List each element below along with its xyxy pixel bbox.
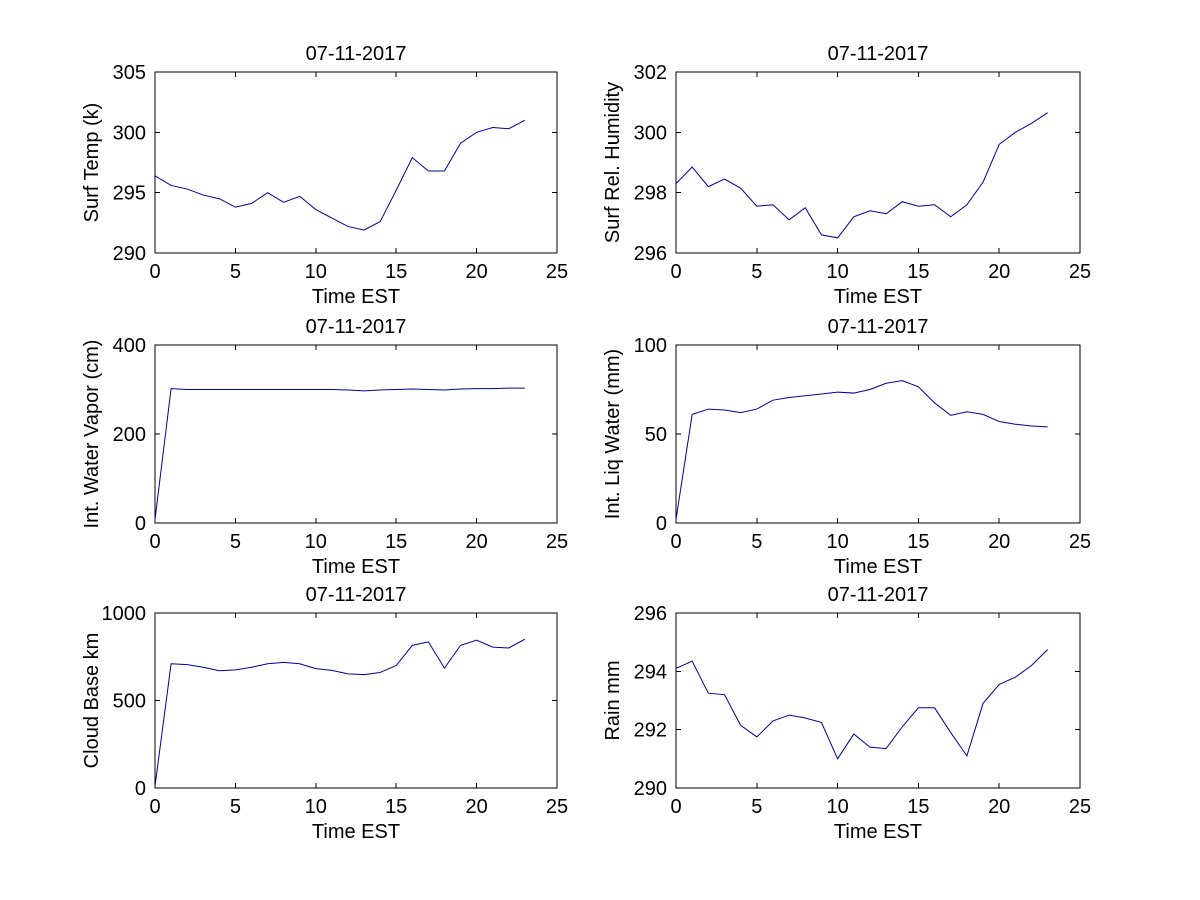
y-tick-label: 300 [634, 122, 667, 144]
subplot-2-axes-box [675, 71, 1081, 254]
subplot-5-ylabel: Cloud Base km [81, 633, 103, 769]
x-tick-label: 25 [546, 796, 568, 818]
x-tick-label: 15 [907, 796, 929, 818]
x-tick-label: 15 [907, 531, 929, 553]
x-tick-label: 25 [1069, 261, 1091, 283]
x-tick-label: 0 [149, 261, 160, 283]
subplot-4-data-line [675, 380, 1048, 520]
x-tick-label: 15 [385, 796, 407, 818]
y-tick-label: 290 [113, 243, 146, 265]
subplot-6-axes-box [675, 612, 1081, 789]
subplot-4-title: 07-11-2017 [828, 316, 929, 338]
subplot-1-axes-box [154, 71, 558, 254]
y-tick-label: 0 [135, 513, 146, 535]
x-tick-label: 5 [751, 261, 762, 283]
y-tick-label: 290 [634, 778, 667, 800]
subplot-2-xlabel: Time EST [834, 286, 922, 308]
y-tick-label: 296 [634, 243, 667, 265]
y-tick-label: 292 [634, 720, 667, 742]
subplot-4-xlabel: Time EST [834, 556, 922, 578]
subplot-3-xlabel: Time EST [312, 556, 400, 578]
subplot-4-ylabel: Int. Liq Water (mm) [602, 349, 624, 519]
y-tick-label: 302 [634, 62, 667, 84]
subplot-5-title: 07-11-2017 [306, 584, 407, 606]
y-tick-label: 0 [135, 778, 146, 800]
y-tick-label: 305 [113, 62, 146, 84]
x-tick-label: 10 [305, 796, 327, 818]
subplot-1-data-line [154, 119, 526, 231]
x-tick-label: 5 [751, 531, 762, 553]
x-tick-label: 5 [230, 261, 241, 283]
y-tick-label: 200 [113, 424, 146, 446]
x-tick-label: 10 [305, 531, 327, 553]
subplot-1-ylabel: Surf Temp (k) [81, 103, 103, 223]
subplot-2-title: 07-11-2017 [828, 43, 929, 65]
x-tick-label: 25 [1069, 531, 1091, 553]
subplot-2-ylabel: Surf Rel. Humidity [602, 82, 624, 243]
x-tick-label: 0 [149, 796, 160, 818]
y-tick-label: 100 [634, 335, 667, 357]
subplot-4-axes-box [675, 344, 1081, 524]
y-tick-label: 1000 [102, 603, 147, 625]
x-tick-label: 5 [230, 796, 241, 818]
subplot-6-xlabel: Time EST [834, 821, 922, 843]
y-tick-label: 294 [634, 661, 667, 683]
y-tick-label: 296 [634, 603, 667, 625]
x-tick-label: 10 [826, 531, 848, 553]
x-tick-label: 15 [385, 261, 407, 283]
x-tick-label: 0 [670, 531, 681, 553]
y-tick-label: 400 [113, 335, 146, 357]
y-tick-label: 0 [656, 513, 667, 535]
x-tick-label: 20 [465, 796, 487, 818]
x-tick-label: 25 [1069, 796, 1091, 818]
x-tick-label: 10 [826, 796, 848, 818]
subplot-5-xlabel: Time EST [312, 821, 400, 843]
x-tick-label: 10 [826, 261, 848, 283]
x-tick-label: 20 [988, 531, 1010, 553]
x-tick-label: 25 [546, 531, 568, 553]
subplot-1-title: 07-11-2017 [306, 43, 407, 65]
x-tick-label: 25 [546, 261, 568, 283]
x-tick-label: 15 [385, 531, 407, 553]
x-tick-label: 20 [465, 261, 487, 283]
y-tick-label: 298 [634, 183, 667, 205]
subplot-3-axes-box [154, 344, 558, 524]
y-tick-label: 50 [645, 424, 667, 446]
subplot-1-xlabel: Time EST [312, 286, 400, 308]
x-tick-label: 0 [670, 796, 681, 818]
x-tick-label: 10 [305, 261, 327, 283]
x-tick-label: 5 [751, 796, 762, 818]
y-tick-label: 500 [113, 691, 146, 713]
x-tick-label: 5 [230, 531, 241, 553]
subplot-5-data-line [154, 638, 526, 787]
subplot-3-data-line [154, 387, 525, 520]
x-tick-label: 15 [907, 261, 929, 283]
subplot-3-title: 07-11-2017 [306, 316, 407, 338]
subplot-6-ylabel: Rain mm [602, 660, 624, 740]
y-tick-label: 300 [113, 122, 146, 144]
y-tick-label: 295 [113, 183, 146, 205]
subplot-6-data-line [675, 649, 1049, 760]
x-tick-label: 20 [988, 261, 1010, 283]
x-tick-label: 20 [465, 531, 487, 553]
subplot-2-data-line [675, 112, 1048, 239]
x-tick-label: 0 [149, 531, 160, 553]
subplot-6-title: 07-11-2017 [828, 584, 929, 606]
x-tick-label: 0 [670, 261, 681, 283]
subplot-3-ylabel: Int. Water Vapor (cm) [81, 340, 103, 529]
subplot-5-axes-box [154, 612, 558, 789]
x-tick-label: 20 [988, 796, 1010, 818]
